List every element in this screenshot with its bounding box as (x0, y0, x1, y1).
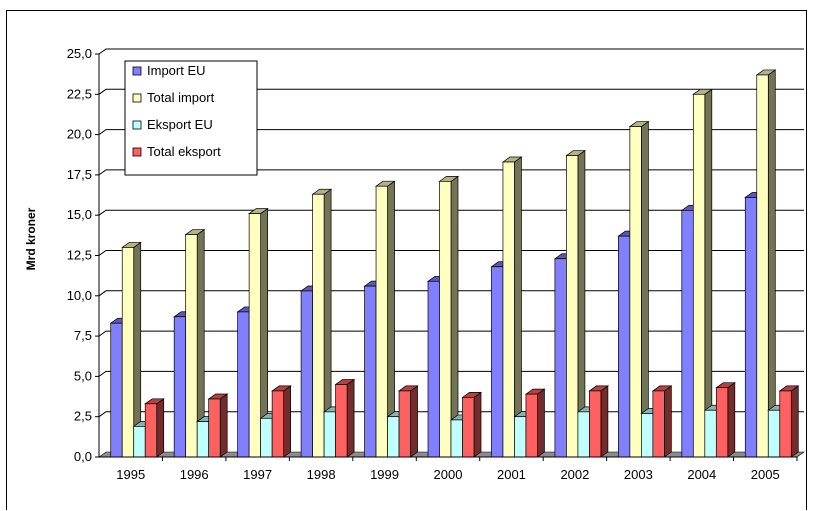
y-tick-label: 12,5 (67, 248, 92, 263)
bar (651, 385, 673, 458)
x-tick-label: 1996 (180, 467, 209, 482)
legend-label: Total eksport (147, 144, 221, 159)
legend-swatch (132, 93, 142, 103)
x-tick-label: 1998 (307, 467, 336, 482)
bar (271, 385, 292, 458)
y-tick-label: 25,0 (67, 46, 92, 61)
x-tick-label: 2000 (434, 467, 463, 482)
legend-box (124, 60, 258, 176)
y-tick-label: 2,5 (74, 409, 92, 424)
bar-chart: 0,0 2,5 5,0 7,5 10,0 12,5 15,0 17,5 20,0 22,5 25,0… (24, 46, 805, 482)
y-tick-label: 10,0 (67, 288, 92, 303)
y-tick-label: 5,0 (74, 368, 92, 383)
x-tick-label: 2004 (687, 467, 716, 482)
legend-label: Import EU (147, 63, 206, 78)
x-tick-label: 2002 (560, 467, 589, 482)
chart-frame: 0,0 2,5 5,0 7,5 10,0 12,5 15,0 17,5 20,0 22,5 25,0… (6, 10, 807, 510)
bar (715, 382, 736, 458)
bar (334, 378, 356, 458)
y-tick-label: 17,5 (67, 167, 92, 182)
bar (461, 391, 483, 458)
gridline (98, 129, 804, 136)
bar (692, 88, 713, 458)
x-tick-label: 2001 (497, 467, 526, 482)
gridline (98, 88, 804, 95)
y-tick-label: 7,5 (74, 328, 92, 343)
y-tick-label: 15,0 (67, 207, 92, 222)
bar (144, 398, 165, 458)
legend-swatch (132, 120, 142, 130)
bar (565, 149, 587, 458)
y-tick-label: 0,0 (74, 449, 92, 464)
gridline (98, 48, 804, 55)
legend-label: Eksport EU (147, 117, 213, 132)
bar (501, 156, 523, 458)
x-tick-label: 1999 (370, 467, 399, 482)
bar (628, 120, 650, 458)
x-tick-label: 1995 (116, 467, 145, 482)
x-tick-label: 2003 (624, 467, 653, 482)
bar (397, 385, 419, 458)
y-tick-label: 22,5 (67, 86, 92, 101)
bar (778, 385, 800, 458)
legend-swatch (132, 147, 142, 157)
legend: Import EU Total import Eksport EU Total eks… (124, 60, 258, 176)
bar (207, 393, 229, 458)
bar (588, 385, 610, 458)
x-tick-label: 2005 (751, 467, 780, 482)
bar (755, 69, 777, 458)
bar (311, 188, 333, 458)
bar (438, 175, 460, 458)
x-tick-label: 1997 (243, 467, 272, 482)
bar (524, 388, 546, 458)
y-tick-label: 20,0 (67, 127, 92, 142)
legend-label: Total import (147, 90, 215, 105)
y-axis-title: Mrd kroner (24, 207, 38, 270)
legend-swatch (132, 66, 142, 76)
